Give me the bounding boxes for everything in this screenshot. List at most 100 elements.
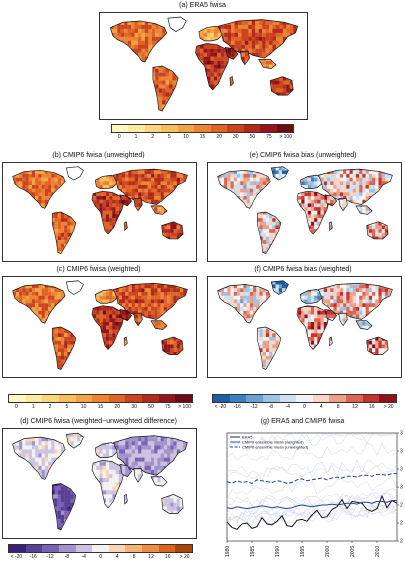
colorbar-tick-label: < -20 bbox=[215, 404, 227, 410]
colorbar-tick-label: 4 bbox=[116, 554, 119, 560]
colorbar-tick-label: 8 bbox=[133, 554, 136, 560]
colorbar-swatch bbox=[76, 545, 93, 552]
colorbar-swatch bbox=[159, 545, 176, 552]
coastline bbox=[66, 167, 83, 180]
panel-d-map bbox=[2, 428, 197, 539]
colorbar-swatch bbox=[26, 545, 43, 552]
colorbar-tick-label: 0 bbox=[118, 134, 121, 140]
colorbar-tick-label: -8 bbox=[65, 554, 69, 560]
colorbar-tick-label: 4 bbox=[320, 404, 323, 410]
legend-label: CMIP6 ensemble mean (unweighted) bbox=[242, 445, 309, 450]
timeseries-chart: 2426283032343619801985199019952000200520… bbox=[205, 427, 403, 567]
colorbar-swatch bbox=[145, 125, 161, 132]
colorbar-swatches bbox=[8, 544, 193, 553]
colorbar-tick-label: 5 bbox=[168, 134, 171, 140]
world-map-svg bbox=[3, 163, 196, 261]
colorbar-swatch bbox=[246, 395, 263, 402]
colorbar-tick-label: 20 bbox=[115, 404, 121, 410]
colorbar-swatch bbox=[178, 125, 194, 132]
colorbar-swatch bbox=[26, 395, 43, 402]
colorbar-swatch bbox=[194, 125, 210, 132]
colorbar-tick-label: -16 bbox=[234, 404, 241, 410]
colorbar-swatch bbox=[125, 395, 142, 402]
colorbar-swatch bbox=[277, 125, 293, 132]
world-map-svg bbox=[3, 429, 196, 538]
colorbar-tick-label: 10 bbox=[183, 134, 189, 140]
x-tick-label: 2000 bbox=[325, 546, 331, 557]
colorbar-tick-label: -4 bbox=[285, 404, 289, 410]
colorbar-swatch bbox=[213, 395, 230, 402]
colorbar-tick-label: 2 bbox=[49, 404, 52, 410]
colorbar-swatch bbox=[42, 545, 59, 552]
colorbar-swatch bbox=[59, 545, 76, 552]
colorbar-swatch bbox=[159, 395, 176, 402]
colorbar-swatch bbox=[109, 395, 126, 402]
colorbar-swatches bbox=[212, 394, 397, 403]
colorbar-swatch bbox=[211, 125, 227, 132]
panel-c-map bbox=[2, 276, 197, 378]
panel-a-map bbox=[99, 12, 308, 120]
x-tick-label: 1995 bbox=[300, 546, 306, 557]
colorbar-tick-label: 5 bbox=[65, 404, 68, 410]
colorbar-swatch bbox=[92, 545, 109, 552]
y-tick-label: 28 bbox=[400, 503, 403, 509]
colorbar-swatch bbox=[9, 545, 26, 552]
colorbar-swatch bbox=[313, 395, 330, 402]
colorbar-tick-label: > 20 bbox=[384, 404, 394, 410]
colorbar-swatch bbox=[230, 395, 247, 402]
panel-f-map bbox=[207, 276, 402, 378]
colorbar-tick-label: > 100 bbox=[279, 134, 292, 140]
panel-c-title: (c) CMIP6 fwisa (weighted) bbox=[0, 266, 197, 273]
x-tick-label: 1985 bbox=[250, 546, 256, 557]
world-map-svg bbox=[208, 163, 401, 261]
panel-b-map bbox=[2, 162, 197, 262]
x-tick-label: 1980 bbox=[225, 546, 231, 557]
panel-g-title: (g) ERA5 and CMIP6 fwisa bbox=[200, 418, 405, 425]
colorbar-swatch bbox=[76, 395, 93, 402]
colorbar-swatches bbox=[111, 124, 294, 133]
colorbar-tick-label: -12 bbox=[250, 404, 257, 410]
colorbar-swatch bbox=[9, 395, 26, 402]
colorbar-swatch bbox=[175, 395, 192, 402]
colorbar-tick-label: 20 bbox=[216, 134, 222, 140]
colorbar-tick-label: 50 bbox=[250, 134, 256, 140]
colorbar-tick-label: 0 bbox=[303, 404, 306, 410]
world-map-svg bbox=[3, 277, 196, 377]
colorbar-tick-label: 75 bbox=[165, 404, 171, 410]
x-tick-label: 2010 bbox=[375, 546, 381, 557]
colorbar-swatch bbox=[109, 545, 126, 552]
coastline bbox=[66, 281, 83, 295]
colorbar-tick-label: 2 bbox=[151, 134, 154, 140]
colorbar-tick-label: -4 bbox=[81, 554, 85, 560]
colorbar-tick-label: 50 bbox=[148, 404, 154, 410]
colorbar-swatch bbox=[161, 125, 177, 132]
colorbar-swatch bbox=[125, 545, 142, 552]
panel-b-title: (b) CMIP6 fwisa (unweighted) bbox=[0, 152, 197, 159]
colorbar-swatch bbox=[244, 125, 260, 132]
colorbar-swatch bbox=[42, 395, 59, 402]
colorbar-swatch bbox=[329, 395, 346, 402]
colorbar-swatch bbox=[296, 395, 313, 402]
colorbar-tick-label: 1 bbox=[135, 134, 138, 140]
colorbar-tick-label: 75 bbox=[266, 134, 272, 140]
y-tick-label: 36 bbox=[400, 431, 403, 437]
colorbar-tick-label: 16 bbox=[165, 554, 171, 560]
colorbar-tick-label: -12 bbox=[46, 554, 53, 560]
x-tick-label: 2005 bbox=[350, 546, 356, 557]
colorbar-tick-label: 15 bbox=[200, 134, 206, 140]
colorbar-swatch bbox=[379, 395, 396, 402]
y-tick-label: 26 bbox=[400, 521, 403, 527]
colorbar-swatches bbox=[8, 394, 193, 403]
colorbar-tick-label: 12 bbox=[148, 554, 154, 560]
panel-a-title: (a) ERA5 fwisa bbox=[0, 2, 405, 9]
colorbar-swatch bbox=[363, 395, 380, 402]
colorbar-swatch bbox=[346, 395, 363, 402]
colorbar-swatch bbox=[175, 545, 192, 552]
colorbar-tick-label: 0 bbox=[99, 554, 102, 560]
